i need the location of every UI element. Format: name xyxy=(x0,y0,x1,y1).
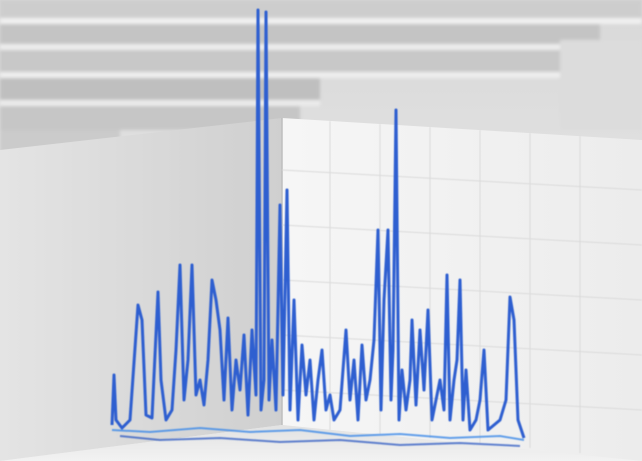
rendered-scene xyxy=(0,0,642,461)
left-wall xyxy=(0,118,282,461)
body xyxy=(0,0,642,461)
page: {} html, body { margin: 0; padding: 0; w… xyxy=(0,0,642,461)
